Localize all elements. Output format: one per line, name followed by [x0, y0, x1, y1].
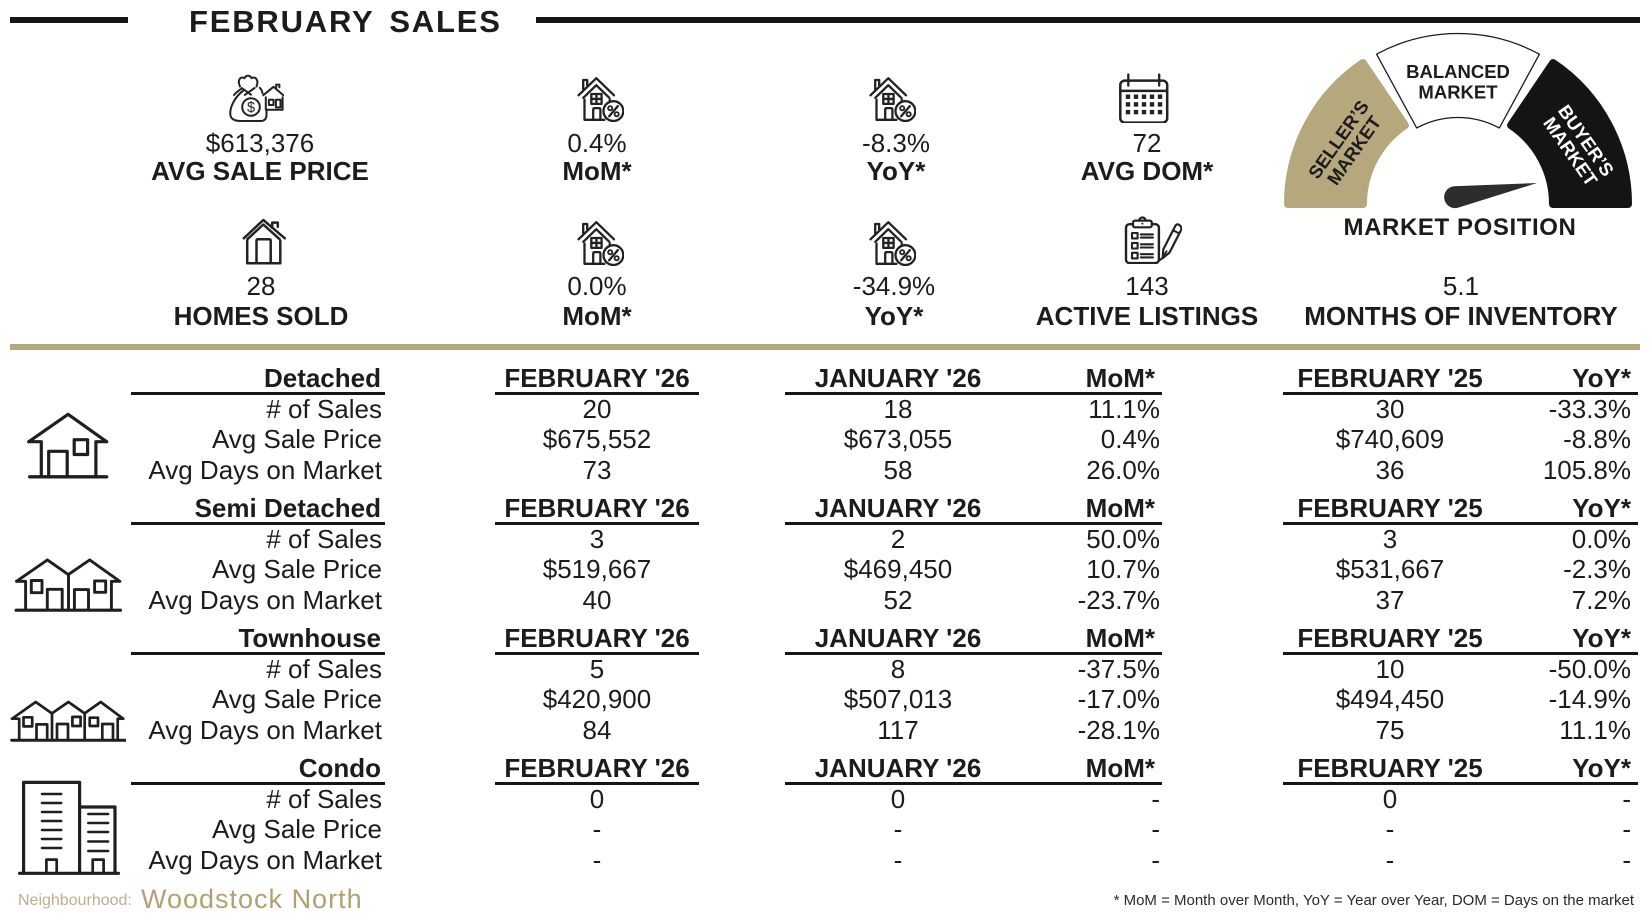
svg-text:BALANCED: BALANCED	[1406, 61, 1510, 82]
svg-text:MARKET: MARKET	[1418, 82, 1498, 103]
svg-text:$: $	[247, 100, 255, 116]
